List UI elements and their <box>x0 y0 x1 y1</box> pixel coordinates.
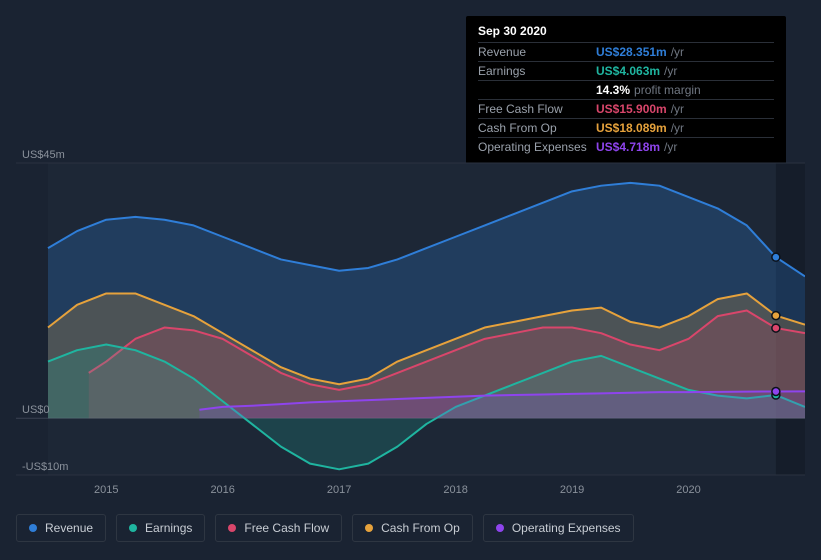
tooltip-metric-suffix: /yr <box>664 64 677 78</box>
legend-item-free-cash-flow[interactable]: Free Cash Flow <box>215 514 342 542</box>
tooltip-metric-value: US$28.351m <box>596 45 667 59</box>
y-axis-tick-label: US$45m <box>22 149 65 161</box>
tooltip-date: Sep 30 2020 <box>478 24 774 38</box>
tooltip-metric-suffix: /yr <box>671 121 684 135</box>
tooltip-row: Free Cash FlowUS$15.900m/yr <box>478 99 774 118</box>
legend-label: Earnings <box>145 521 192 535</box>
tooltip-metric-label: Free Cash Flow <box>478 102 596 116</box>
svg-text:2020: 2020 <box>676 484 700 496</box>
legend-item-cash-from-op[interactable]: Cash From Op <box>352 514 473 542</box>
svg-text:2018: 2018 <box>443 484 467 496</box>
tooltip-metric-label: Earnings <box>478 64 596 78</box>
svg-text:2015: 2015 <box>94 484 118 496</box>
legend-item-earnings[interactable]: Earnings <box>116 514 205 542</box>
tooltip-metric-suffix: /yr <box>671 102 684 116</box>
legend-dot-icon <box>29 524 37 532</box>
legend-dot-icon <box>228 524 236 532</box>
tooltip-metric-label: Operating Expenses <box>478 140 596 154</box>
svg-text:2017: 2017 <box>327 484 351 496</box>
tooltip-row: EarningsUS$4.063m/yr <box>478 61 774 80</box>
tooltip-row: Cash From OpUS$18.089m/yr <box>478 118 774 137</box>
tooltip-row: Operating ExpensesUS$4.718m/yr <box>478 137 774 156</box>
tooltip-metric-suffix: /yr <box>671 45 684 59</box>
tooltip-metric-value: US$4.718m <box>596 140 660 154</box>
tooltip-metric-value: US$15.900m <box>596 102 667 116</box>
svg-text:2019: 2019 <box>560 484 584 496</box>
tooltip-metric-value: US$4.063m <box>596 64 660 78</box>
legend-label: Free Cash Flow <box>244 521 329 535</box>
svg-text:2016: 2016 <box>210 484 234 496</box>
tooltip-metric-label: Cash From Op <box>478 121 596 135</box>
legend-item-revenue[interactable]: Revenue <box>16 514 106 542</box>
y-axis-tick-label: -US$10m <box>22 461 68 473</box>
chart-legend: Revenue Earnings Free Cash Flow Cash From O… <box>16 514 805 542</box>
tooltip-row: RevenueUS$28.351m/yr <box>478 42 774 61</box>
legend-item-operating-expenses[interactable]: Operating Expenses <box>483 514 634 542</box>
tooltip-row: 14.3% profit margin <box>478 80 774 99</box>
legend-label: Operating Expenses <box>512 521 621 535</box>
tooltip-metric-label <box>478 83 596 97</box>
legend-dot-icon <box>365 524 373 532</box>
tooltip-metric-suffix: /yr <box>664 140 677 154</box>
legend-dot-icon <box>496 524 504 532</box>
tooltip-metric-label: Revenue <box>478 45 596 59</box>
y-axis-tick-label: US$0 <box>22 404 50 416</box>
legend-label: Revenue <box>45 521 93 535</box>
chart-tooltip: Sep 30 2020RevenueUS$28.351m/yrEarningsU… <box>466 16 786 164</box>
legend-dot-icon <box>129 524 137 532</box>
legend-label: Cash From Op <box>381 521 460 535</box>
tooltip-metric-value: US$18.089m <box>596 121 667 135</box>
tooltip-metric-value: 14.3% <box>596 83 630 97</box>
financials-area-chart[interactable]: 201520162017201820192020 US$45mUS$0-US$1… <box>16 155 805 475</box>
tooltip-metric-suffix: profit margin <box>634 83 701 97</box>
